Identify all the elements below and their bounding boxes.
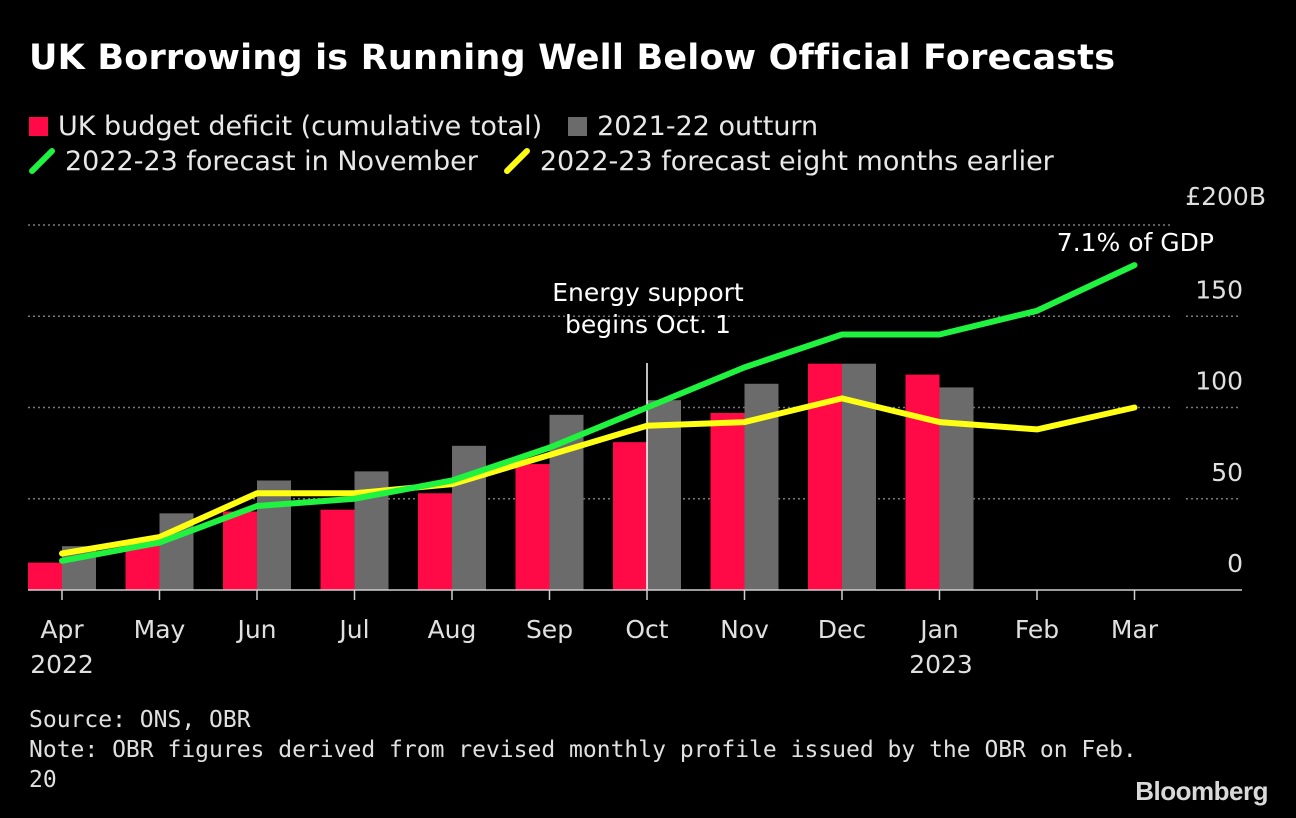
bar-outturn <box>257 480 291 590</box>
bar-deficit <box>418 493 452 590</box>
legend-label-deficit: UK budget deficit (cumulative total) <box>58 110 543 142</box>
y-tick-label: 0 <box>1227 549 1243 578</box>
y-tick-label: 50 <box>1211 458 1243 487</box>
legend-label-outturn: 2021-22 outturn <box>597 110 819 142</box>
bar-deficit <box>28 562 62 590</box>
legend-swatch-outturn <box>568 116 588 136</box>
bar-deficit <box>515 464 550 590</box>
bar-deficit <box>613 442 647 590</box>
forecast-lines <box>59 262 1138 564</box>
footnote-line2: 20 <box>29 767 57 793</box>
year-label-start: 2022 <box>30 650 94 679</box>
x-tick-label: Mar <box>1111 615 1159 644</box>
x-tick-label: May <box>134 615 186 644</box>
x-tick-label: Aug <box>428 615 477 644</box>
x-tick-label: Apr <box>40 615 84 644</box>
bar-outturn <box>452 445 486 590</box>
chart-title: UK Borrowing is Running Well Below Offic… <box>29 38 1116 78</box>
x-tick-label: Nov <box>720 615 769 644</box>
bar-deficit <box>223 511 257 590</box>
bar-outturn <box>647 400 681 590</box>
bar-deficit <box>710 412 745 590</box>
bar-deficit <box>320 509 355 590</box>
year-label-end: 2023 <box>909 650 973 679</box>
axes: 0 50 100 150 £200B Apr May Jun Jul Aug Sep Oct Nov De… <box>28 182 1266 644</box>
source-note: Source: ONS, OBR <box>29 707 251 733</box>
legend-swatch-nov-forecast <box>29 148 55 174</box>
energy-support-label-line1: Energy support <box>552 278 744 307</box>
legend-label-earlier-forecast: 2022-23 forecast eight months earlier <box>539 145 1054 177</box>
line-earlier-forecast <box>59 395 1138 557</box>
x-tick-label: Sep <box>526 615 573 644</box>
legend-row-2: 2022-23 forecast in November 2022-23 for… <box>29 143 1080 179</box>
legend-label-nov-forecast: 2022-23 forecast in November <box>65 145 478 177</box>
bar-deficit <box>905 374 940 590</box>
legend-swatch-earlier-forecast <box>503 148 530 174</box>
legend-item-outturn: 2021-22 outturn <box>568 111 818 142</box>
gridlines <box>28 224 1240 500</box>
x-tick-label: Oct <box>625 615 668 644</box>
x-tick-label: Jun <box>235 615 276 644</box>
y-tick-label: 100 <box>1195 367 1243 396</box>
legend-item-nov-forecast: 2022-23 forecast in November <box>29 146 478 177</box>
x-tick-label: Jul <box>337 615 369 644</box>
line-nov-forecast <box>59 262 1138 564</box>
energy-support-label-line2: begins Oct. 1 <box>565 310 731 339</box>
y-tick-label: 150 <box>1195 275 1243 304</box>
gdp-annotation: 7.1% of GDP <box>1057 228 1214 257</box>
bloomberg-logo: Bloomberg <box>1135 776 1268 806</box>
legend-row-1: UK budget deficit (cumulative total) 202… <box>29 108 844 144</box>
x-tick-label: Jan <box>918 615 959 644</box>
x-tick-label: Feb <box>1015 615 1059 644</box>
footnote-line1: Note: OBR figures derived from revised m… <box>29 737 1137 763</box>
legend-item-earlier-forecast: 2022-23 forecast eight months earlier <box>503 145 1054 177</box>
x-tick-label: Dec <box>818 615 866 644</box>
y-tick-label: £200B <box>1185 182 1266 211</box>
bar-outturn <box>939 387 974 590</box>
legend-swatch-deficit <box>29 116 48 136</box>
annotations: Energy support begins Oct. 1 7.1% of GDP… <box>30 228 1214 679</box>
bars <box>28 363 974 590</box>
legend-item-deficit: UK budget deficit (cumulative total) <box>29 111 542 142</box>
